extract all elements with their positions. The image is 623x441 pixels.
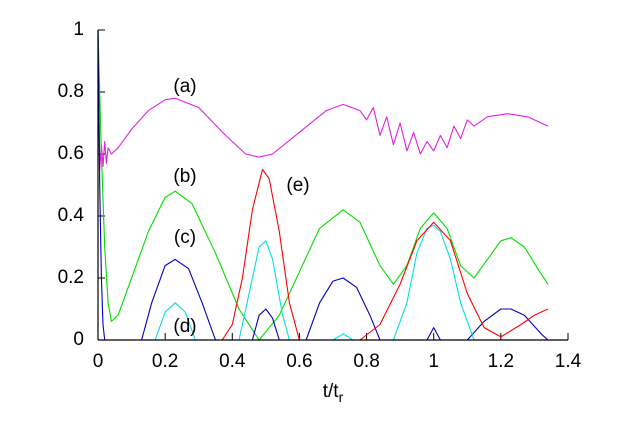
x-tick-label: 0 (93, 351, 104, 372)
x-tick-label: 1.4 (555, 351, 582, 372)
series-line (97, 29, 549, 171)
x-tick-label: 0.2 (152, 351, 178, 372)
series-annotation: (e) (286, 175, 309, 196)
series-annotation: (d) (173, 316, 196, 337)
x-axis-label: t/tr (323, 381, 344, 405)
y-tick-label: 0.8 (58, 81, 84, 102)
y-tick-label: 0.6 (58, 143, 84, 164)
x-tick-label: 1.2 (488, 351, 514, 372)
x-tick-label: 1 (428, 351, 439, 372)
y-tick-label: 0 (73, 329, 84, 350)
series-line (97, 29, 549, 341)
series-annotation: (b) (173, 166, 196, 187)
y-tick-label: 0.2 (58, 267, 84, 288)
series-annotation: (c) (174, 227, 196, 248)
x-tick-label: 0.8 (353, 351, 379, 372)
x-axis-label-subscript: r (339, 389, 344, 405)
x-tick-label: 0.4 (219, 351, 246, 372)
series-line (154, 224, 475, 341)
y-tick-label: 0.4 (58, 205, 85, 226)
x-tick-label: 0.6 (286, 351, 312, 372)
y-tick-label: 1 (73, 19, 84, 40)
series-line (97, 29, 549, 341)
x-axis-label-main: t/t (323, 381, 340, 402)
series-line (221, 168, 549, 341)
series-annotation: (a) (173, 76, 196, 97)
